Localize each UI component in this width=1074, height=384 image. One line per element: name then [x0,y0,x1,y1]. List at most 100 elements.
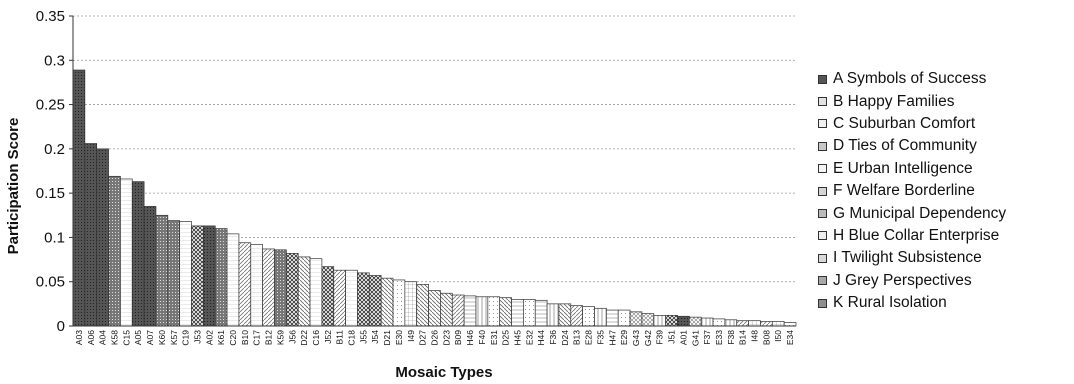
bar-d25 [499,297,512,327]
bar-b13 [570,305,583,327]
x-tick-label: A04 [98,330,108,345]
x-tick-label: B10 [240,330,250,345]
x-tick-label: E28 [584,330,594,345]
bar-k60 [155,214,169,327]
y-axis-title: Participation Score [5,118,22,255]
legend-swatch [818,298,827,308]
bar-d27 [416,284,429,327]
x-tick-label: J56 [287,330,297,344]
legend-swatch [818,164,827,174]
x-tick-label: E34 [785,330,795,345]
x-tick-label: A05 [133,330,143,345]
x-tick-label: F35 [595,330,605,345]
x-tick-label: B08 [761,330,771,345]
legend-swatch [818,119,827,129]
x-tick-label: J55 [358,330,368,344]
bar-e34 [783,322,797,327]
x-tick-label: E32 [524,330,534,345]
x-tick-label: I49 [406,330,416,342]
x-tick-label: C19 [181,330,191,346]
bar-e31 [487,296,501,327]
x-tick-label: C17 [252,330,262,346]
x-tick-label: J51 [667,330,677,344]
y-tick-label: 0.05 [36,274,65,291]
y-axis-ticks: 0 0.05 0.1 0.15 0.2 0.25 0.3 0.35 [36,8,73,335]
legend-item-b: B Happy Families [818,90,1070,112]
y-tick-label: 0.1 [44,229,65,246]
legend-item-i: I Twilight Subsistence [818,247,1070,269]
legend-label: H Blue Collar Enterprise [833,226,1000,244]
x-tick-label: D26 [430,330,440,346]
x-tick-label: K59 [275,330,285,345]
legend-item-e: E Urban Intelligence [818,158,1070,180]
legend-item-c: C Suburban Comfort [818,113,1070,135]
y-tick-label: 0.15 [36,185,65,202]
legend: A Symbols of Success B Happy Families C Su… [818,68,1070,314]
bar-j55 [357,272,370,327]
bar-d22 [297,256,311,327]
legend-item-g: G Municipal Dependency [818,202,1070,224]
legend-item-j: J Grey Perspectives [818,270,1070,292]
bar-f38 [724,319,738,327]
x-tick-label: B14 [738,330,748,345]
y-tick-label: 0.35 [36,8,65,25]
legend-label: C Suburban Comfort [833,114,976,132]
x-axis-ticks: A03 A06 A04 K58 C15 A05 A07 K60 K57 C19 J53 A02 K61 C… [74,330,795,346]
x-tick-label: K58 [109,330,119,345]
x-tick-label: D24 [560,330,570,346]
legend-item-k: K Rural Isolation [818,292,1070,314]
x-tick-label: F40 [477,330,487,345]
bar-b08 [760,321,773,327]
x-tick-label: A06 [86,330,96,345]
legend-item-f: F Welfare Borderline [818,180,1070,202]
bar-d23 [440,292,453,327]
x-tick-label: C20 [228,330,238,346]
legend-item-d: D Ties of Community [818,135,1070,157]
bar-k59 [274,249,287,327]
bar-b14 [736,320,749,327]
x-tick-label: H45 [512,330,522,346]
x-tick-label: A01 [678,330,688,345]
x-tick-label: J53 [192,330,202,344]
legend-swatch [818,253,827,263]
x-tick-label: D23 [441,330,451,346]
legend-swatch [818,141,827,151]
legend-label: F Welfare Borderline [833,182,975,200]
bar-e30 [392,279,406,327]
bar-d24 [558,303,572,327]
bar-f35 [594,307,607,327]
x-tick-label: K60 [157,330,167,345]
x-tick-label: E33 [714,330,724,345]
legend-label: G Municipal Dependency [833,204,1007,222]
bar-b11 [333,269,346,327]
bar-a02 [203,225,216,327]
legend-swatch [818,74,827,84]
x-tick-label: I50 [773,330,783,342]
bar-h44 [534,299,548,327]
legend-swatch [818,186,827,196]
bar-c18 [345,269,358,327]
bar-f37 [700,317,714,327]
bar-b12 [262,248,275,327]
x-tick-label: F37 [702,330,712,345]
bar-f36 [546,303,560,327]
x-tick-label: I48 [750,330,760,342]
legend-label: K Rural Isolation [833,294,947,312]
x-tick-label: H46 [465,330,475,346]
x-tick-label: C18 [347,330,357,346]
x-tick-label: D22 [299,330,309,346]
x-tick-label: E31 [489,330,499,345]
bar-c16 [309,258,323,327]
legend-label: E Urban Intelligence [833,159,973,177]
legend-label: D Ties of Community [833,137,977,155]
bar-i50 [771,321,785,327]
bar-a06 [84,143,98,327]
bar-h46 [463,295,477,327]
legend-label: B Happy Families [833,92,955,110]
bar-d26 [428,290,441,327]
bar-g41 [688,316,702,327]
bar-a04 [96,148,109,327]
bar-j56 [285,253,299,327]
bar-a01 [677,315,690,327]
